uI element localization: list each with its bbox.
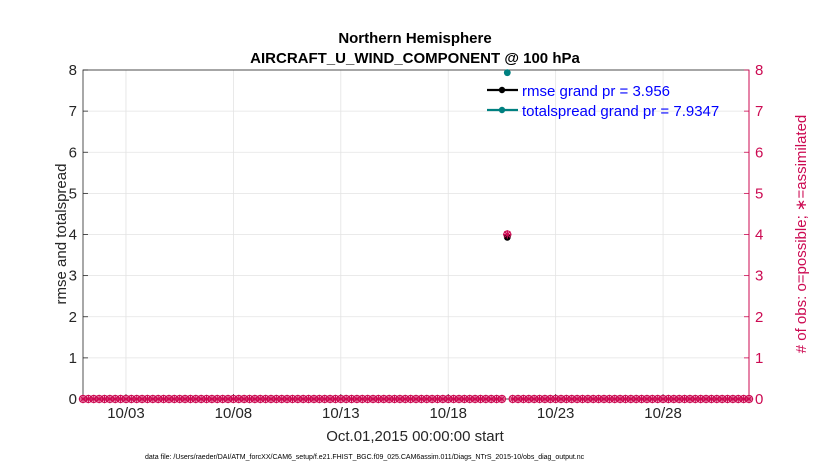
y-right-tick-label: 4 (755, 227, 763, 244)
legend-totalspread-label: totalspread grand pr = 7.9347 (522, 103, 719, 120)
chart-subtitle: AIRCRAFT_U_WIND_COMPONENT @ 100 hPa (250, 50, 580, 67)
x-axis-label: Oct.01,2015 00:00:00 start (326, 428, 504, 445)
y-tick-label: 2 (69, 309, 77, 326)
x-tick-label: 10/08 (215, 405, 253, 422)
y-tick-label: 3 (69, 268, 77, 285)
y-axis-left: 0 1 2 3 4 5 6 7 8 (69, 62, 88, 408)
y-right-tick-label: 0 (755, 391, 763, 408)
y-axis-right: 0 1 2 3 4 5 6 7 8 (744, 62, 763, 408)
obs-assimilated-marker (497, 394, 507, 404)
y-tick-label: 6 (69, 144, 77, 161)
footer-data-file: data file: /Users/raeder/DAI/ATM_forcXX/… (145, 454, 585, 461)
data-markers (503, 69, 512, 241)
legend-rmse-label: rmse grand pr = 3.956 (522, 83, 670, 100)
x-tick-label: 10/03 (107, 405, 145, 422)
y-axis-label: rmse and totalspread (53, 164, 70, 305)
legend-rmse-marker (498, 86, 506, 94)
legend: rmse grand pr = 3.956 totalspread grand … (487, 83, 719, 120)
y-right-tick-label: 5 (755, 185, 763, 202)
obs-assimilated-marker (503, 230, 512, 239)
obs-markers (78, 230, 754, 404)
y-tick-label: 5 (69, 185, 77, 202)
grid (83, 69, 749, 400)
legend-totalspread-marker (498, 106, 506, 114)
y-tick-label: 4 (69, 227, 77, 244)
y-tick-label: 0 (69, 391, 77, 408)
obs-assimilated-marker (744, 394, 754, 404)
x-axis: 10/03 10/08 10/13 10/18 10/23 10/28 (107, 394, 682, 422)
y-tick-label: 8 (69, 62, 77, 79)
chart-title: Northern Hemisphere (338, 30, 491, 47)
y-right-tick-label: 3 (755, 268, 763, 285)
y-tick-label: 1 (69, 350, 77, 367)
y-right-tick-label: 2 (755, 309, 763, 326)
totalspread-point (503, 69, 511, 77)
y-right-tick-label: 8 (755, 62, 763, 79)
y-tick-label: 7 (69, 103, 77, 120)
x-tick-label: 10/23 (537, 405, 575, 422)
x-tick-label: 10/13 (322, 405, 360, 422)
y-right-tick-label: 1 (755, 350, 763, 367)
x-tick-label: 10/18 (429, 405, 467, 422)
y-axis-right-label: # of obs: o=possible; ∗=assimilated (793, 115, 810, 354)
y-right-tick-label: 6 (755, 144, 763, 161)
y-right-tick-label: 7 (755, 103, 763, 120)
x-tick-label: 10/28 (644, 405, 682, 422)
